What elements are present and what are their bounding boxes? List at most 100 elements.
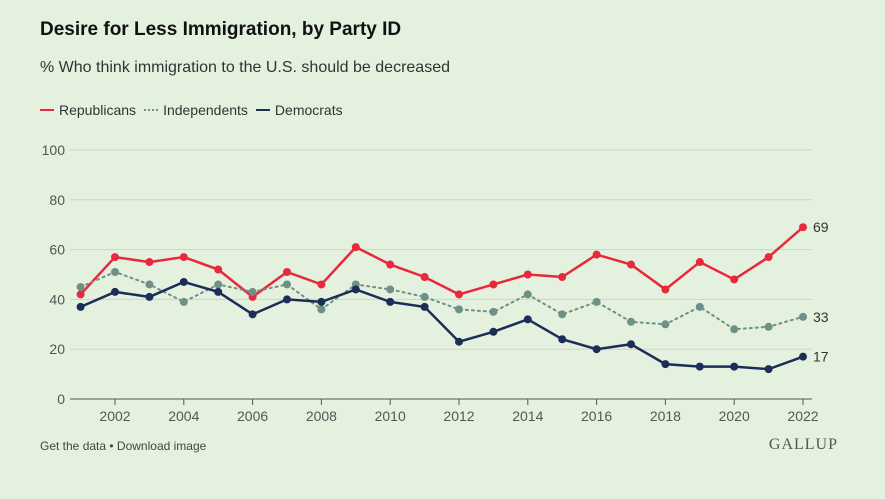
data-point [661,360,670,369]
data-point [627,317,635,326]
data-point [558,310,567,319]
data-point [179,277,188,286]
data-point [695,302,704,311]
data-point [455,305,463,314]
x-tick-label: 2006 [237,408,268,424]
data-point [283,268,291,277]
data-point [558,272,567,281]
data-point [661,320,670,329]
legend: Republicans Independents Democrats [40,102,343,118]
series-line-independents [79,270,804,331]
x-tick-label: 2014 [512,408,543,424]
legend-label: Democrats [274,102,343,118]
end-label: 17 [813,349,829,365]
data-point [145,292,154,301]
gallup-logo: GALLUP [768,436,838,453]
data-point [420,272,429,281]
legend-label: Republicans [59,102,137,118]
data-point [730,362,739,371]
data-point [489,327,498,336]
data-point [179,297,188,306]
data-point [730,275,739,284]
data-point [523,315,532,324]
data-point [627,260,635,269]
chart-title: Desire for Less Immigration, by Party ID [40,19,402,40]
data-point [523,270,532,279]
data-point [455,290,463,299]
data-point [799,312,807,321]
download-image-link[interactable]: Download image [116,439,207,453]
x-tick-label: 2010 [375,408,406,424]
get-data-link[interactable]: Get the data [40,439,107,453]
x-tick-label: 2008 [306,408,337,424]
data-point [592,297,601,306]
data-point [214,280,223,289]
data-point [248,310,257,319]
data-point [386,285,395,294]
data-point [145,258,154,267]
y-tick-label: 60 [49,242,65,258]
x-tick-label: 2016 [581,408,612,424]
x-tick-label: 2002 [99,408,130,424]
data-point [111,287,119,296]
data-point [695,258,704,267]
data-point [386,297,395,306]
data-point [558,335,567,344]
x-tick-label: 2004 [168,408,199,424]
data-point [523,290,532,299]
data-point [695,362,704,371]
end-label: 69 [813,219,829,235]
data-point [317,297,326,306]
data-point [764,365,773,374]
data-point [386,260,395,269]
data-point [214,287,223,296]
legend-independents: Independents [144,102,248,118]
data-point [111,268,119,277]
series-line-democrats [80,280,804,371]
legend-republicans: Republicans [40,102,136,118]
data-point [283,280,291,289]
data-point [283,295,291,304]
data-point [317,280,326,289]
data-point [730,325,739,334]
data-point [351,243,360,252]
separator: • [106,439,117,453]
data-point [627,340,635,349]
data-point [248,287,257,296]
y-tick-label: 40 [49,291,65,307]
end-label: 33 [813,309,829,325]
data-point [111,253,119,262]
data-point [179,253,188,262]
y-tick-label: 80 [49,192,65,208]
data-point [76,282,85,291]
data-point [592,345,601,354]
data-point [764,322,773,331]
x-tick-label: 2012 [443,408,474,424]
data-point [76,302,85,311]
legend-democrats: Democrats [255,102,343,118]
chart-subtitle: % Who think immigration to the U.S. shou… [40,59,450,76]
series-line-republicans [79,226,804,299]
x-tick-label: 2018 [650,408,681,424]
data-point [214,265,223,274]
data-point [317,305,326,314]
data-point [420,302,429,311]
data-point [592,250,601,259]
x-tick-label: 2022 [787,408,818,424]
legend-label: Independents [163,102,248,118]
y-tick-label: 0 [57,391,65,407]
y-tick-label: 100 [42,142,66,158]
data-point [420,292,429,301]
data-point [661,285,670,294]
data-point [489,280,498,289]
data-point [799,352,807,361]
data-point [799,223,807,232]
data-point [145,280,154,289]
x-tick-label: 2020 [719,408,750,424]
data-point [455,337,463,346]
data-point [351,285,360,294]
data-point [76,290,85,299]
footer: Get the data • Download image [40,439,206,453]
data-point [489,307,498,316]
